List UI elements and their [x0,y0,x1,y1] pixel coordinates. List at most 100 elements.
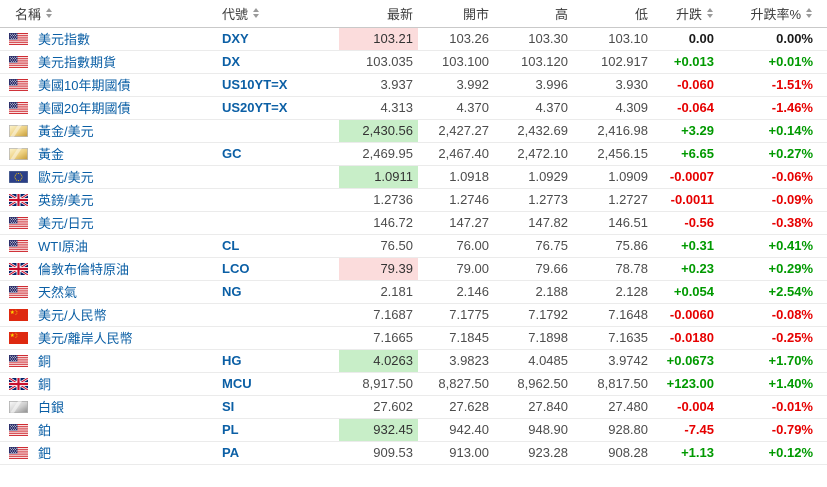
instrument-name-cell: 天然氣 [0,280,215,304]
instrument-name-link[interactable]: 美國10年期國債 [38,78,131,93]
instrument-code-cell: LCO [215,257,339,281]
last-price-cell: 932.45 [339,418,418,442]
change-pct-cell: 0.00% [719,27,827,51]
instrument-name-link[interactable]: 英鎊/美元 [38,193,94,208]
table-row[interactable]: 美國20年期國債 US20YT=X 4.313 4.370 4.370 4.309 -0.0… [0,96,827,120]
instrument-code-link[interactable]: PA [222,445,240,460]
table-row[interactable]: 美元指數 DXY 103.21 103.26 103.30 103.10 0.00 0.00% [0,27,827,51]
table-row[interactable]: 銅 HG 4.0263 3.9823 4.0485 3.9742 +0.0673 +1.70% [0,349,827,373]
column-header-code[interactable]: 代號 [215,0,339,28]
column-header-change[interactable]: 升跌 [653,0,719,28]
sort-icon[interactable] [806,7,813,18]
instrument-code-link[interactable]: PL [222,422,239,437]
instrument-name-cell: 黃金/美元 [0,119,215,143]
sort-icon[interactable] [46,7,53,18]
instrument-name-cell: 美元/人民幣 [0,303,215,327]
high-price-cell: 2,472.10 [494,142,573,166]
open-price-cell: 4.370 [418,96,494,120]
high-price-cell: 76.75 [494,234,573,258]
instrument-code-link[interactable]: LCO [222,261,250,276]
table-row[interactable]: WTI原油 CL 76.50 76.00 76.75 75.86 +0.31 +0.41% [0,234,827,258]
instrument-name-link[interactable]: 黃金 [38,147,65,162]
instrument-name-link[interactable]: 美元/日元 [38,216,94,231]
change-cell: +0.23 [653,257,719,281]
us-flag-icon [9,240,28,252]
table-row[interactable]: 歐元/美元 1.0911 1.0918 1.0929 1.0909 -0.0007 -0.0… [0,165,827,189]
instrument-code-link[interactable]: HG [222,353,242,368]
change-pct-cell: -0.08% [719,303,827,327]
table-row[interactable]: 黃金/美元 2,430.56 2,427.27 2,432.69 2,416.98 +3.… [0,119,827,143]
last-price-cell: 7.1687 [339,303,418,327]
low-price-cell: 1.2727 [573,188,653,212]
instrument-code-link[interactable]: MCU [222,376,252,391]
instrument-name-link[interactable]: 倫敦布倫特原油 [38,262,130,277]
change-cell: -0.0011 [653,188,719,212]
instrument-name-link[interactable]: 歐元/美元 [38,170,94,185]
last-price-cell: 4.0263 [339,349,418,373]
instrument-name-cell: 英鎊/美元 [0,188,215,212]
instrument-code-link[interactable]: GC [222,146,242,161]
table-row[interactable]: 美元/人民幣 7.1687 7.1775 7.1792 7.1648 -0.0060 -0.… [0,303,827,327]
change-cell: -0.0060 [653,303,719,327]
table-row[interactable]: 倫敦布倫特原油 LCO 79.39 79.00 79.66 78.78 +0.23 +0.29… [0,257,827,281]
open-price-cell: 27.628 [418,395,494,419]
low-price-cell: 2.128 [573,280,653,304]
table-row[interactable]: 銅 MCU 8,917.50 8,827.50 8,962.50 8,817.50 +123… [0,372,827,396]
table-row[interactable]: 英鎊/美元 1.2736 1.2746 1.2773 1.2727 -0.0011 -0.0… [0,188,827,212]
instrument-name-link[interactable]: 鈀 [38,446,52,461]
high-price-cell: 1.2773 [494,188,573,212]
table-row[interactable]: 鉑 PL 932.45 942.40 948.90 928.80 -7.45 -0.79% [0,418,827,442]
instrument-name-link[interactable]: 銅 [38,377,52,392]
open-price-cell: 942.40 [418,418,494,442]
instrument-code-cell [215,326,339,350]
change-pct-cell: -0.79% [719,418,827,442]
instrument-name-link[interactable]: 天然氣 [38,285,78,300]
instrument-name-cell: 白銀 [0,395,215,419]
table-row[interactable]: 天然氣 NG 2.181 2.146 2.188 2.128 +0.054 +2.54% [0,280,827,304]
change-cell: 0.00 [653,27,719,51]
instrument-code-link[interactable]: CL [222,238,240,253]
instrument-code-link[interactable]: US20YT=X [222,100,288,115]
table-row[interactable]: 美元指數期貨 DX 103.035 103.100 103.120 102.917 +0.0… [0,50,827,74]
instrument-name-link[interactable]: 美元指數期貨 [38,55,117,70]
instrument-name-link[interactable]: WTI原油 [38,239,88,254]
last-price-cell: 8,917.50 [339,372,418,396]
table-row[interactable]: 黃金 GC 2,469.95 2,467.40 2,472.10 2,456.15 +6.6… [0,142,827,166]
last-price-cell: 2.181 [339,280,418,304]
change-cell: +0.013 [653,50,719,74]
last-price-cell: 1.0911 [339,165,418,189]
change-cell: +6.65 [653,142,719,166]
high-price-cell: 1.0929 [494,165,573,189]
instrument-name-link[interactable]: 美元/人民幣 [38,308,107,323]
open-price-cell: 913.00 [418,441,494,465]
instrument-name-link[interactable]: 銅 [38,354,52,369]
table-row[interactable]: 鈀 PA 909.53 913.00 923.28 908.28 +1.13 +0.12% [0,441,827,465]
table-row[interactable]: 白銀 SI 27.602 27.628 27.840 27.480 -0.004 -0.01% [0,395,827,419]
table-row[interactable]: 美國10年期國債 US10YT=X 3.937 3.992 3.996 3.930 -0.0… [0,73,827,97]
instrument-name-link[interactable]: 鉑 [38,423,52,438]
column-header-name[interactable]: 名稱 [0,0,215,28]
instrument-code-link[interactable]: DX [222,54,241,69]
table-header-row: 名稱 代號 最新 開市 高 低 升跌 升跌率% [0,0,827,28]
change-cell: +123.00 [653,372,719,396]
last-price-cell: 79.39 [339,257,418,281]
instrument-code-link[interactable]: SI [222,399,235,414]
table-row[interactable]: 美元/離岸人民幣 7.1665 7.1845 7.1898 7.1635 -0.0180-… [0,326,827,350]
instrument-name-link[interactable]: 美元/離岸人民幣 [38,331,133,346]
instrument-code-link[interactable]: US10YT=X [222,77,288,92]
table-row[interactable]: 美元/日元 146.72 147.27 147.82 146.51 -0.56 -0.38% [0,211,827,235]
instrument-name-cell: 美元/離岸人民幣 [0,326,215,350]
last-price-cell: 146.72 [339,211,418,235]
sort-icon[interactable] [707,7,714,18]
instrument-name-link[interactable]: 美元指數 [38,32,91,47]
instrument-name-link[interactable]: 白銀 [38,400,65,415]
eu-flag-icon [9,171,28,183]
sort-icon[interactable] [253,7,260,18]
instrument-code-link[interactable]: DXY [222,31,249,46]
instrument-name-link[interactable]: 美國20年期國債 [38,101,131,116]
instrument-code-link[interactable]: NG [222,284,242,299]
open-price-cell: 3.992 [418,73,494,97]
column-header-label: 低 [634,6,648,22]
instrument-name-link[interactable]: 黃金/美元 [38,124,94,139]
column-header-change-pct[interactable]: 升跌率% [719,0,827,28]
